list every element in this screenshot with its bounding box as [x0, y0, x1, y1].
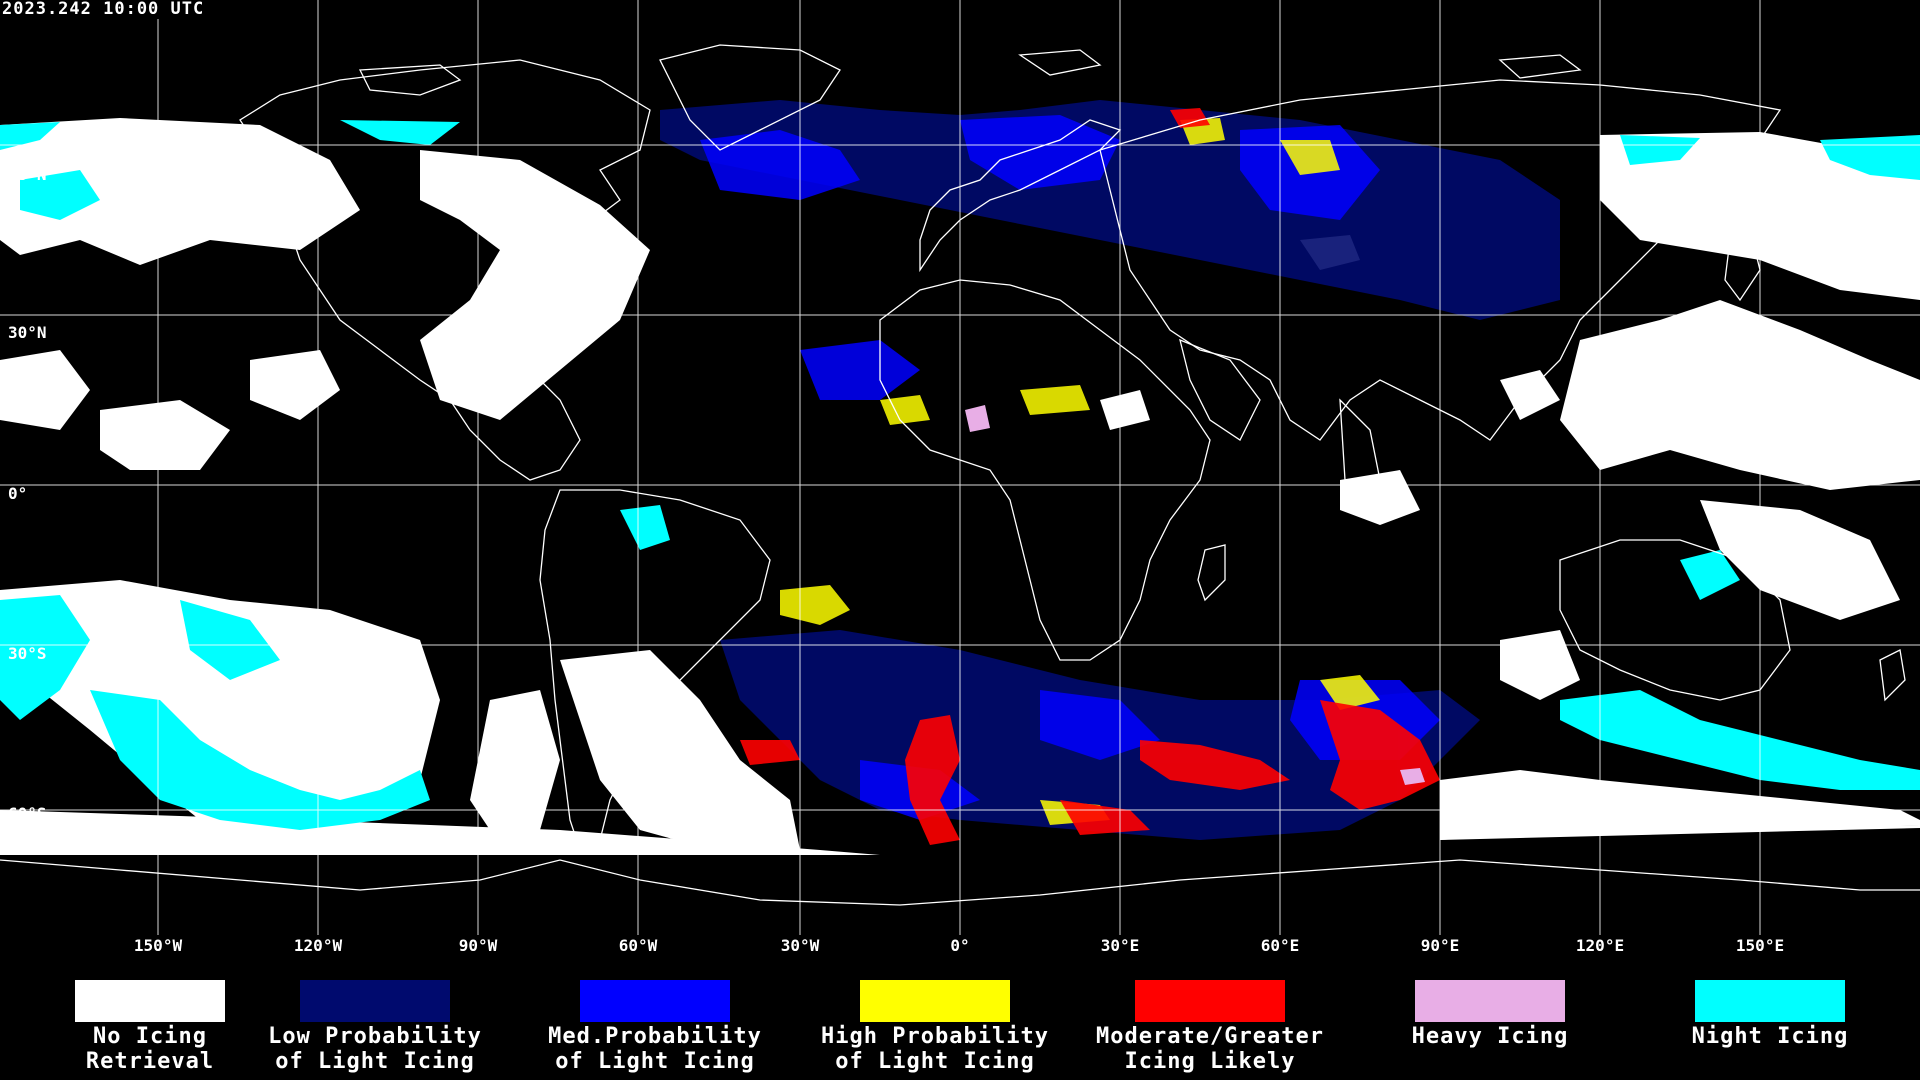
latitude-label-60n: 60°N [8, 165, 47, 184]
map-canvas [0, 0, 1920, 935]
legend-item-med-probability: Med.Probability of Light Icing [505, 960, 785, 1080]
legend-item-no-icing: No Icing Retrieval [0, 960, 280, 1080]
legend-label: High Probability of Light Icing [821, 1024, 1049, 1074]
legend-item-low-probability: Low Probability of Light Icing [225, 960, 505, 1080]
coastlines [0, 44, 1920, 906]
longitude-label-60w: 60°W [618, 936, 658, 955]
longitude-label-90w: 90°W [458, 936, 498, 955]
legend-label: Heavy Icing [1411, 1024, 1569, 1049]
legend-swatch [580, 980, 730, 1022]
legend-label: No Icing Retrieval [85, 1024, 215, 1074]
timestamp-label: 2023.242 10:00 UTC [2, 0, 205, 19]
longitude-label-60e: 60°E [1260, 936, 1300, 955]
latitude-label-30n: 30°N [8, 323, 47, 342]
longitude-label-30w: 30°W [780, 936, 820, 955]
legend-swatch [1695, 980, 1845, 1022]
heavy-icing-field [965, 405, 1425, 785]
legend-swatch [1135, 980, 1285, 1022]
legend-swatch [1415, 980, 1565, 1022]
legend-label: Moderate/Greater Icing Likely [1096, 1024, 1324, 1074]
longitude-label-150w: 150°W [133, 936, 183, 955]
legend-label: Night Icing [1691, 1024, 1849, 1049]
longitude-label-90e: 90°E [1420, 936, 1460, 955]
latitude-label-30s: 30°S [8, 644, 47, 663]
longitude-label-120w: 120°W [293, 936, 343, 955]
high-probability-field [780, 118, 1380, 825]
icing-map: 2023.242 10:00 UTC 60°N 30°N 0° 30°S 60°… [0, 0, 1920, 955]
latitude-label-60s: 60°S [8, 804, 47, 823]
night-icing-field [0, 120, 1920, 830]
longitude-label-0: 0° [950, 936, 970, 955]
longitude-label-150e: 150°E [1735, 936, 1785, 955]
legend-label: Med.Probability of Light Icing [548, 1024, 762, 1074]
graticule [0, 0, 1920, 935]
legend-swatch [300, 980, 450, 1022]
legend-item-moderate-icing: Moderate/Greater Icing Likely [1060, 960, 1340, 1080]
longitude-label-120e: 120°E [1575, 936, 1625, 955]
legend-item-high-probability: High Probability of Light Icing [785, 960, 1065, 1080]
legend-label: Low Probability of Light Icing [268, 1024, 482, 1074]
legend-swatch [75, 980, 225, 1022]
latitude-label-equator: 0° [8, 484, 28, 503]
legend-swatch [860, 980, 1010, 1022]
longitude-label-30e: 30°E [1100, 936, 1140, 955]
legend-item-heavy-icing: Heavy Icing [1340, 960, 1620, 1080]
legend: No Icing Retrieval Low Probability of Li… [0, 960, 1920, 1080]
legend-item-night-icing: Night Icing [1620, 960, 1900, 1080]
